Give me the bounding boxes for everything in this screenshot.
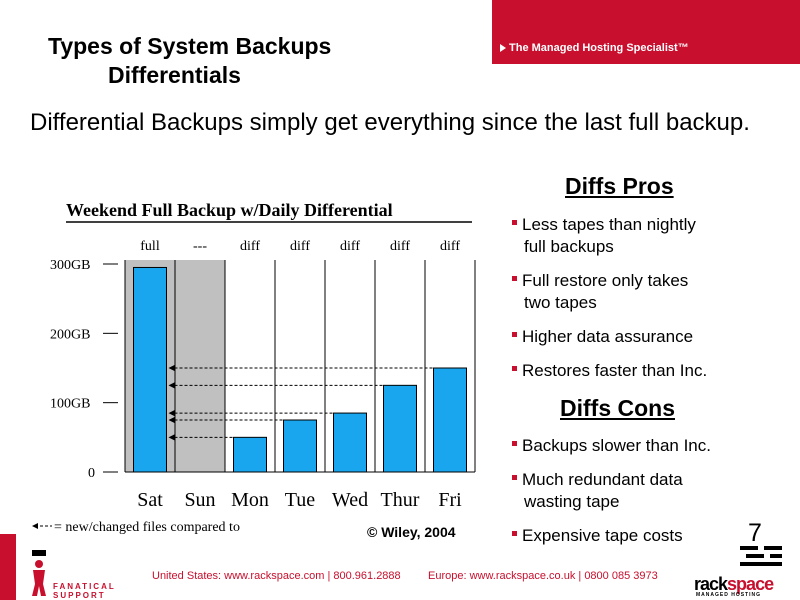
diff-arrow-head-icon <box>168 434 175 441</box>
fanatical-figure-icon <box>32 550 46 596</box>
slide-title: Types of System Backups <box>48 33 332 59</box>
brand-sub: MANAGED HOSTING <box>696 592 761 598</box>
bullet-text: Backups slower than Inc. <box>522 436 711 455</box>
bullet-text: Much redundant data <box>522 470 683 489</box>
bullet-square-icon <box>512 220 517 225</box>
backup-chart: Weekend Full Backup w/Daily Differential… <box>32 200 476 535</box>
rackspace-logo: rackspace MANAGED HOSTING <box>692 544 792 598</box>
page-number: 7 <box>748 519 762 547</box>
tagline: The Managed Hosting Specialist™ <box>500 42 689 54</box>
fanatical-label: FANATICAL <box>53 582 116 591</box>
support-label: SUPPORT <box>53 591 106 600</box>
pros-heading: Diffs Pros <box>565 173 674 199</box>
category-label: Tue <box>285 489 316 511</box>
pros-bullet: Higher data assurance <box>512 326 762 348</box>
bar-tue <box>283 419 317 473</box>
category-label: Thur <box>381 489 420 511</box>
chart-legend: = new/changed files compared to <box>54 520 240 535</box>
bullet-square-icon <box>512 276 517 281</box>
fanatical-support-logo: FANATICAL SUPPORT <box>28 546 114 600</box>
tagline-text: The Managed Hosting Specialist™ <box>509 42 689 54</box>
column-label: diff <box>340 239 360 254</box>
footer-red-strip <box>0 534 16 600</box>
y-tick-label: 200GB <box>50 327 90 342</box>
y-tick-label: 300GB <box>50 258 90 273</box>
diff-arrow-head-icon <box>168 382 175 389</box>
column-label: diff <box>290 239 310 254</box>
column-label: full <box>140 239 160 254</box>
bullet-square-icon <box>512 332 517 337</box>
bullet-text: Expensive tape costs <box>522 526 683 545</box>
bar-wed <box>333 412 367 473</box>
column-label: diff <box>440 239 460 254</box>
cons-heading: Diffs Cons <box>560 395 675 421</box>
brand-accent: space <box>727 574 774 594</box>
legend-arrow-icon <box>32 523 38 529</box>
chart-title: Weekend Full Backup w/Daily Differential <box>66 200 393 220</box>
bullet-square-icon <box>512 475 517 480</box>
bullet-text-continued: two tapes <box>524 293 597 312</box>
bullet-text: Less tapes than nightly <box>522 215 696 234</box>
diff-arrow-head-icon <box>168 410 175 417</box>
category-label: Sun <box>184 489 215 511</box>
fanatical-support-text: FANATICAL SUPPORT <box>53 582 116 600</box>
bar-fri <box>433 367 467 473</box>
footer: FANATICAL SUPPORT United States: www.rack… <box>0 534 800 600</box>
bullet-text: Full restore only takes <box>522 271 689 290</box>
pros-bullet: Less tapes than nightly full backups <box>512 214 762 258</box>
copyright-note: © Wiley, 2004 <box>367 524 456 540</box>
category-label: Sat <box>137 489 163 511</box>
bullet-square-icon <box>512 531 517 536</box>
pros-bullet: Restores faster than Inc. <box>512 360 762 382</box>
eu-contact: Europe: www.rackspace.co.uk | 0800 085 3… <box>428 570 658 582</box>
bullet-square-icon <box>512 441 517 446</box>
column-label: diff <box>240 239 260 254</box>
category-label: Fri <box>438 489 462 511</box>
bar-sat <box>133 266 167 473</box>
diff-arrow-head-icon <box>168 417 175 423</box>
y-tick-label: 100GB <box>50 397 90 412</box>
bar-thur <box>383 384 417 473</box>
rackspace-mark-icon <box>740 546 782 566</box>
play-arrow-icon <box>500 44 506 53</box>
cons-bullet: Expensive tape costs <box>512 525 762 547</box>
brand-main: rack <box>694 574 728 594</box>
bullet-square-icon <box>512 366 517 371</box>
y-tick-label: 0 <box>88 466 95 481</box>
bar-mon <box>233 436 267 473</box>
diff-arrow-head-icon <box>168 365 175 371</box>
bullet-text: Restores faster than Inc. <box>522 361 708 380</box>
slide-subtitle: Differentials <box>108 62 241 88</box>
shaded-column <box>175 260 225 472</box>
rackspace-wordmark: rackspace <box>694 574 774 595</box>
bullet-text: Higher data assurance <box>522 327 694 346</box>
pros-bullet: Full restore only takes two tapes <box>512 270 762 314</box>
column-label: --- <box>193 239 207 254</box>
us-contact: United States: www.rackspace.com | 800.9… <box>152 570 401 582</box>
bullet-text-continued: wasting tape <box>524 492 620 511</box>
header-red-band <box>492 0 800 64</box>
column-label: diff <box>390 239 410 254</box>
cons-bullet: Backups slower than Inc. <box>512 435 762 457</box>
cons-bullet: Much redundant data wasting tape <box>512 469 762 513</box>
category-label: Wed <box>332 489 368 511</box>
bullet-text-continued: full backups <box>524 237 614 256</box>
category-label: Mon <box>231 489 269 511</box>
intro-text: Differential Backups simply get everythi… <box>30 109 750 136</box>
